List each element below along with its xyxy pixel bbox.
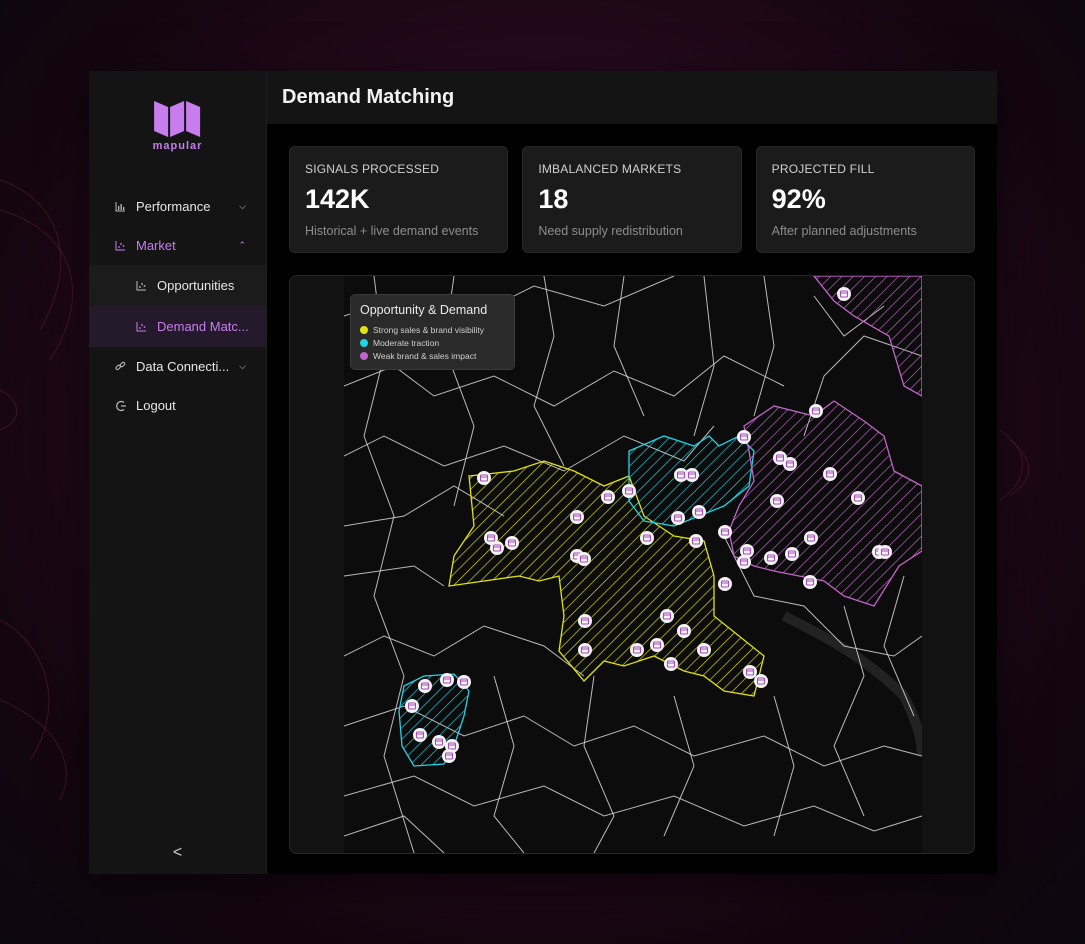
legend-item-moderate: Moderate traction (360, 336, 505, 349)
kpi-label: PROJECTED FILL (771, 162, 875, 176)
legend-swatch (360, 325, 368, 334)
page-title: Demand Matching (267, 71, 997, 124)
bar-chart-icon (115, 201, 127, 213)
map-panel: Opportunity & Demand Strong sales & bran… (289, 275, 975, 854)
legend-swatch (360, 351, 368, 360)
collapse-sidebar-button[interactable]: < (172, 844, 183, 861)
link-icon (115, 361, 127, 373)
demand-map[interactable] (344, 276, 922, 853)
legend-item-weak: Weak brand & sales impact (360, 349, 505, 362)
legend-label: Weak brand & sales impact (373, 350, 477, 361)
mapular-logo-icon (154, 101, 201, 137)
sidebar-item-label: Performance (136, 199, 211, 214)
app-window: mapular Performance ⌵ Market ⌃ (89, 71, 997, 874)
app-logo[interactable]: mapular (153, 99, 203, 152)
kpi-card-imbalanced: IMBALANCED MARKETS 18 Need supply redist… (522, 146, 742, 253)
sidebar-item-demand-matching[interactable]: Demand Matc... (89, 306, 266, 347)
logout-icon (115, 400, 127, 412)
sidebar-item-label: Logout (136, 398, 176, 413)
legend-label: Strong sales & brand visibility (373, 324, 485, 335)
logo-text: mapular (152, 140, 203, 152)
sidebar-item-label: Opportunities (157, 278, 235, 293)
legend-title: Opportunity & Demand (360, 303, 488, 317)
sidebar-item-performance[interactable]: Performance ⌵ (89, 187, 266, 226)
main-content: Demand Matching SIGNALS PROCESSED 142K H… (267, 71, 997, 874)
sidebar-item-data-connections[interactable]: Data Connecti... ⌵ (89, 347, 266, 386)
kpi-value: 142K (305, 184, 370, 214)
kpi-value: 18 (538, 184, 569, 214)
map-legend: Opportunity & Demand Strong sales & bran… (350, 294, 515, 370)
scatter-chart-icon (136, 321, 148, 333)
kpi-card-signals: SIGNALS PROCESSED 142K Historical + live… (289, 146, 509, 253)
legend-label: Moderate traction (373, 337, 440, 348)
kpi-cards: SIGNALS PROCESSED 142K Historical + live… (289, 146, 975, 253)
sidebar-item-label: Demand Matc... (157, 319, 249, 334)
kpi-label: IMBALANCED MARKETS (538, 162, 682, 176)
kpi-card-projected-fill: PROJECTED FILL 92% After planned adjustm… (755, 146, 975, 253)
sidebar-nav: Performance ⌵ Market ⌃ Opportunitie (89, 187, 266, 425)
kpi-caption: Historical + live demand events (305, 224, 479, 238)
chevron-up-icon: ⌃ (238, 240, 246, 250)
sidebar-item-logout[interactable]: Logout (89, 386, 266, 425)
kpi-caption: Need supply redistribution (538, 224, 683, 238)
kpi-label: SIGNALS PROCESSED (305, 162, 440, 176)
sidebar: mapular Performance ⌵ Market ⌃ (89, 71, 267, 874)
market-submenu: Opportunities Demand Matc... (89, 265, 266, 347)
kpi-caption: After planned adjustments (771, 224, 917, 238)
chevron-down-icon: ⌵ (239, 361, 246, 371)
sidebar-item-market[interactable]: Market ⌃ (89, 226, 266, 265)
sidebar-item-label: Data Connecti... (136, 359, 230, 374)
legend-item-strong: Strong sales & brand visibility (360, 323, 505, 336)
legend-swatch (360, 338, 368, 347)
kpi-value: 92% (771, 184, 826, 214)
sidebar-item-opportunities[interactable]: Opportunities (89, 265, 266, 306)
scatter-chart-icon (136, 280, 148, 292)
chevron-down-icon: ⌵ (239, 201, 246, 211)
sidebar-item-label: Market (136, 238, 176, 253)
scatter-chart-icon (115, 240, 127, 252)
